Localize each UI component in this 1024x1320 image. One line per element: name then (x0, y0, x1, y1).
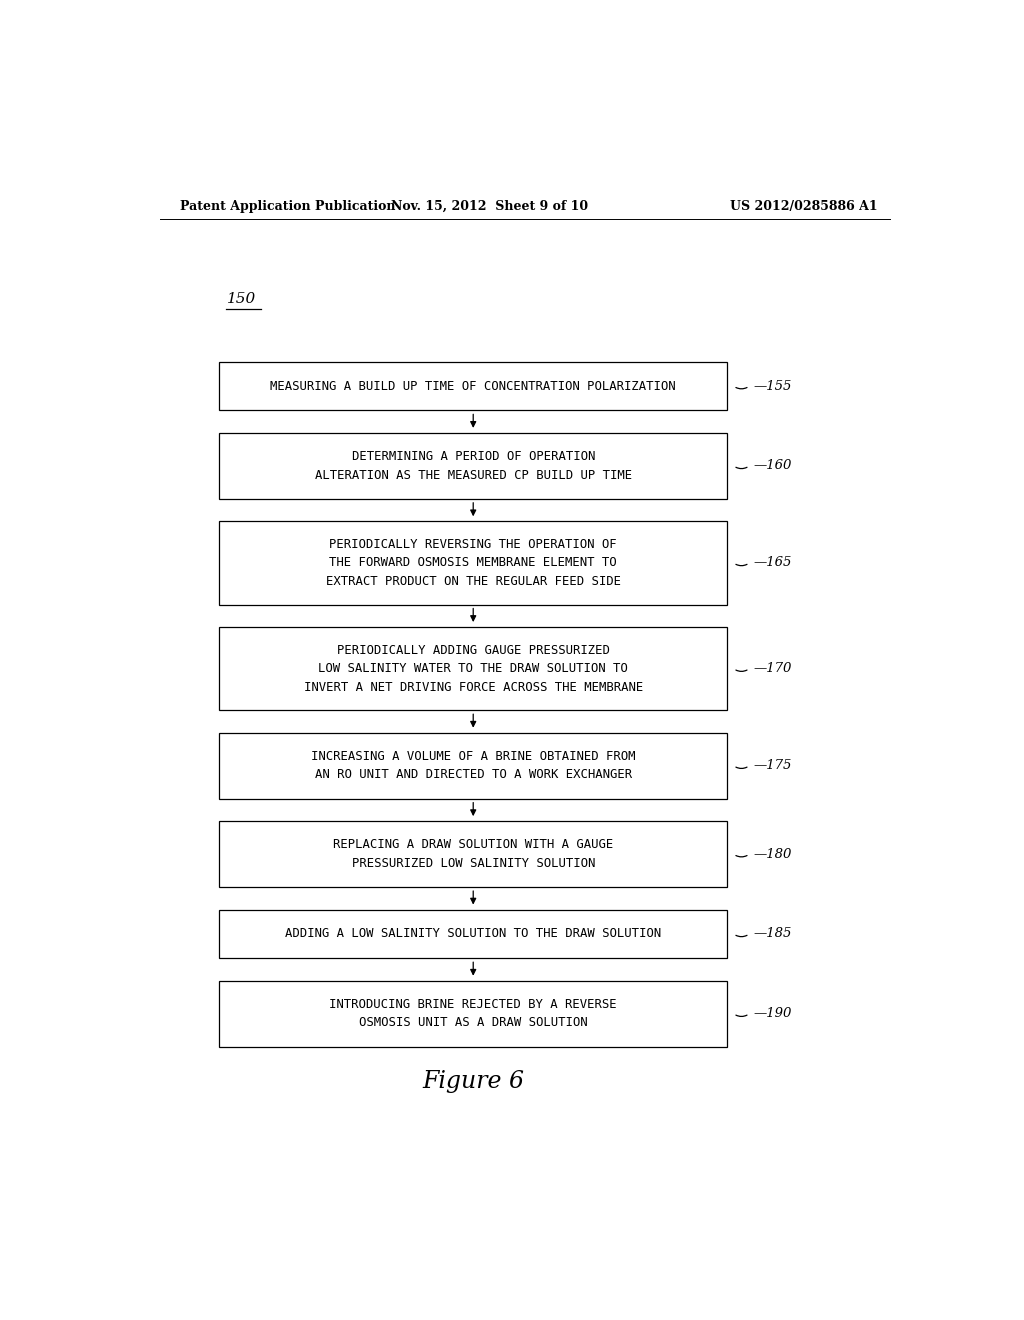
Text: Nov. 15, 2012  Sheet 9 of 10: Nov. 15, 2012 Sheet 9 of 10 (390, 199, 588, 213)
Bar (219, 362, 727, 411)
Bar (219, 821, 727, 887)
Bar (219, 521, 727, 605)
Text: PERIODICALLY ADDING GAUGE PRESSURIZED
LOW SALINITY WATER TO THE DRAW SOLUTION TO: PERIODICALLY ADDING GAUGE PRESSURIZED LO… (303, 644, 643, 693)
Bar (219, 433, 727, 499)
Text: US 2012/0285886 A1: US 2012/0285886 A1 (730, 199, 878, 213)
Text: —185: —185 (754, 928, 792, 940)
Bar (219, 733, 727, 799)
Text: 150: 150 (227, 292, 256, 306)
Text: —180: —180 (754, 847, 792, 861)
Text: —190: —190 (754, 1007, 792, 1020)
Text: —170: —170 (754, 663, 792, 675)
Text: REPLACING A DRAW SOLUTION WITH A GAUGE
PRESSURIZED LOW SALINITY SOLUTION: REPLACING A DRAW SOLUTION WITH A GAUGE P… (333, 838, 613, 870)
Bar (219, 627, 727, 710)
Text: INTRODUCING BRINE REJECTED BY A REVERSE
OSMOSIS UNIT AS A DRAW SOLUTION: INTRODUCING BRINE REJECTED BY A REVERSE … (330, 998, 617, 1030)
Bar (219, 981, 727, 1047)
Text: DETERMINING A PERIOD OF OPERATION
ALTERATION AS THE MEASURED CP BUILD UP TIME: DETERMINING A PERIOD OF OPERATION ALTERA… (314, 450, 632, 482)
Text: —160: —160 (754, 459, 792, 473)
Text: Patent Application Publication: Patent Application Publication (179, 199, 395, 213)
Text: Figure 6: Figure 6 (422, 1069, 524, 1093)
Text: PERIODICALLY REVERSING THE OPERATION OF
THE FORWARD OSMOSIS MEMBRANE ELEMENT TO
: PERIODICALLY REVERSING THE OPERATION OF … (326, 539, 621, 587)
Bar (219, 909, 727, 958)
Text: —155: —155 (754, 380, 792, 392)
Text: INCREASING A VOLUME OF A BRINE OBTAINED FROM
AN RO UNIT AND DIRECTED TO A WORK E: INCREASING A VOLUME OF A BRINE OBTAINED … (311, 750, 636, 781)
Text: ADDING A LOW SALINITY SOLUTION TO THE DRAW SOLUTION: ADDING A LOW SALINITY SOLUTION TO THE DR… (285, 928, 662, 940)
Text: —175: —175 (754, 759, 792, 772)
Text: MEASURING A BUILD UP TIME OF CONCENTRATION POLARIZATION: MEASURING A BUILD UP TIME OF CONCENTRATI… (270, 380, 676, 392)
Text: —165: —165 (754, 557, 792, 569)
